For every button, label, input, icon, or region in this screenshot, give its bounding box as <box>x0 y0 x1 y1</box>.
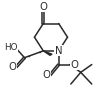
Text: O: O <box>42 70 50 80</box>
Text: N: N <box>54 46 62 56</box>
Text: O: O <box>39 2 47 12</box>
Text: HO: HO <box>4 43 17 52</box>
Polygon shape <box>43 51 52 55</box>
Text: O: O <box>70 60 78 70</box>
Text: O: O <box>8 62 16 72</box>
